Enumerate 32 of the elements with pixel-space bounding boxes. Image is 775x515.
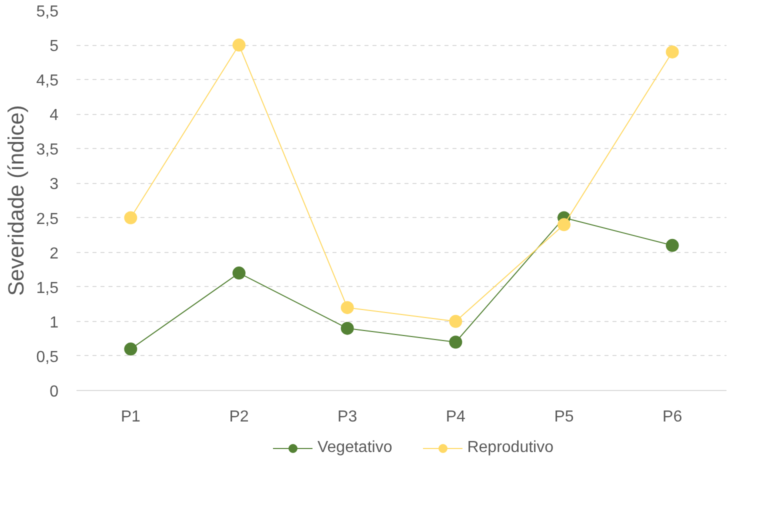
y-tick-label: 1,5 <box>36 280 59 297</box>
y-tick-label: 0,5 <box>36 348 59 366</box>
y-tick-label: 2,5 <box>36 210 59 228</box>
y-tick-label: 4,5 <box>36 72 59 90</box>
y-tick-label: 5 <box>50 38 59 56</box>
x-tick-label: P2 <box>229 408 249 426</box>
legend-label: Reprodutivo <box>467 439 554 457</box>
legend-label: Vegetativo <box>317 439 392 457</box>
point <box>449 336 462 349</box>
point <box>666 45 679 58</box>
x-tick-label: P4 <box>446 408 466 426</box>
x-tick-label: P6 <box>662 408 682 426</box>
point <box>340 301 354 314</box>
point <box>124 211 138 224</box>
x-tick-label: P1 <box>120 408 141 426</box>
y-tick-label: 0 <box>50 384 59 400</box>
point <box>232 38 246 52</box>
point <box>340 322 354 335</box>
y-tick-label: 3 <box>50 176 59 194</box>
x-tick-label: P5 <box>554 408 574 426</box>
y-axis-title: Severidade (índice) <box>3 105 28 296</box>
point <box>232 266 246 280</box>
y-tick-label: 5,5 <box>36 4 59 20</box>
y-tick-label: 2 <box>50 245 59 262</box>
point <box>124 342 138 356</box>
y-tick-label: 3,5 <box>36 142 59 159</box>
y-tick-label: 4 <box>50 107 59 124</box>
point <box>666 238 679 252</box>
x-tick-label: P3 <box>338 408 358 426</box>
point <box>558 218 570 232</box>
y-tick-label: 1 <box>50 314 59 332</box>
point <box>449 314 462 328</box>
